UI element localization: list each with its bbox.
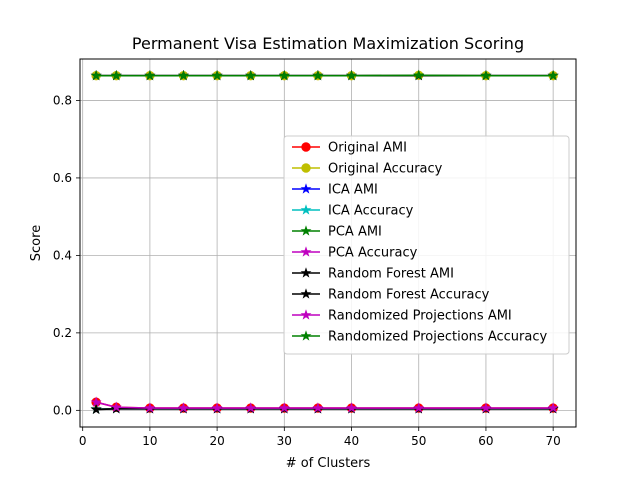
legend-swatch-marker [302, 143, 310, 151]
x-tick-label: 0 [79, 434, 87, 448]
legend-entry-label: Original AMI [328, 141, 407, 156]
legend-swatch-marker [302, 164, 310, 172]
x-tick-label: 50 [411, 434, 426, 448]
y-tick-label: 0.0 [53, 403, 72, 417]
legend-entry-label: Randomized Projections AMI [328, 309, 512, 324]
legend-entry-label: Random Forest Accuracy [328, 288, 490, 303]
x-tick-label: 40 [344, 434, 359, 448]
legend-entry-label: PCA Accuracy [328, 246, 418, 261]
x-tick-label: 10 [142, 434, 157, 448]
x-axis-label: # of Clusters [286, 456, 371, 471]
legend-entry-label: ICA Accuracy [328, 204, 414, 219]
legend-entry-label: Original Accuracy [328, 162, 443, 177]
legend-entry-label: Random Forest AMI [328, 267, 454, 282]
y-tick-label: 0.8 [53, 93, 72, 107]
y-tick-label: 0.6 [53, 171, 72, 185]
x-tick-label: 30 [277, 434, 292, 448]
x-tick-label: 60 [478, 434, 493, 448]
x-tick-label: 20 [209, 434, 224, 448]
chart-title: Permanent Visa Estimation Maximization S… [132, 34, 524, 53]
y-tick-label: 0.2 [53, 326, 72, 340]
legend: Original AMI Original Accuracy ICA AMI ICA … [284, 136, 569, 354]
y-axis-label: Score [29, 225, 44, 261]
legend-entry-label: PCA AMI [328, 225, 382, 240]
legend-entry-label: Randomized Projections Accuracy [328, 330, 547, 345]
y-tick-label: 0.4 [53, 248, 72, 262]
x-tick-label: 70 [546, 434, 561, 448]
legend-entry-label: ICA AMI [328, 183, 378, 198]
